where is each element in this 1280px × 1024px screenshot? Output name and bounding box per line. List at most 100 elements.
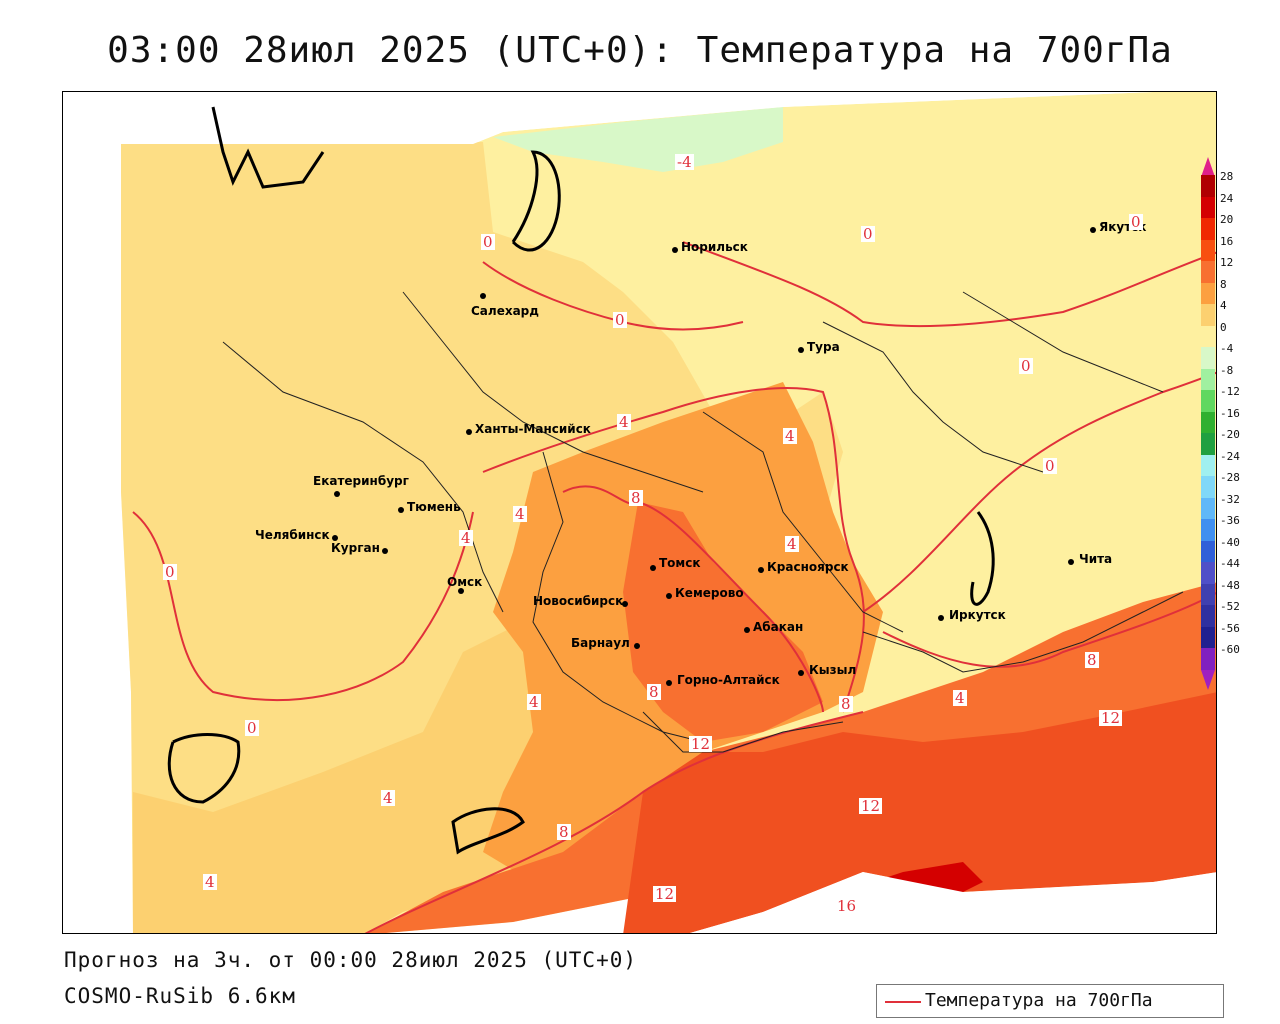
- city-marker: [672, 247, 678, 253]
- scale-label: 0: [1220, 320, 1227, 334]
- city-marker: [798, 670, 804, 676]
- scale-label: 28: [1220, 170, 1234, 183]
- isoline-label: 4: [527, 693, 541, 711]
- city-marker: [332, 535, 338, 541]
- scale-arrow-bottom: [1201, 669, 1215, 690]
- scale-label: -40: [1220, 535, 1240, 549]
- scale-cell: [1201, 540, 1215, 562]
- scale-cell: [1201, 325, 1215, 347]
- scale-cell: [1201, 583, 1215, 605]
- temperature-map: Норильск Салехард Тура Якутск Ханты-Мансийск…: [62, 91, 1217, 934]
- forecast-text: Прогноз на 3ч. от 00:00 28июл 2025 (UTC+…: [64, 948, 638, 972]
- admin-borders: [222, 291, 1184, 753]
- isoline-label: 4: [785, 535, 799, 553]
- isoline-label: 4: [617, 413, 631, 431]
- scale-arrow-top: [1201, 157, 1215, 177]
- isoline-label: 12: [653, 885, 677, 903]
- isoline-label: 8: [629, 489, 643, 507]
- city-marker: [622, 601, 628, 607]
- scale-label: -4: [1220, 342, 1234, 355]
- isoline-label: 12: [1099, 709, 1123, 727]
- city-label: Абакан: [753, 620, 804, 634]
- city-marker: [466, 429, 472, 435]
- city-label: Горно-Алтайск: [677, 673, 780, 687]
- isoline-label: 0: [861, 225, 875, 243]
- isoline-label: 8: [557, 823, 571, 841]
- city-marker: [666, 593, 672, 599]
- map-svg: [63, 92, 1216, 933]
- isoline-label: 4: [953, 689, 967, 707]
- city-label: Салехард: [471, 304, 539, 318]
- scale-label: -20: [1220, 428, 1240, 441]
- scale-cell: [1201, 454, 1215, 476]
- isoline-label: 0: [481, 233, 495, 251]
- city-marker: [480, 293, 486, 299]
- scale-cell: [1201, 497, 1215, 519]
- scale-cell: [1201, 648, 1215, 670]
- isoline-label: 8: [647, 683, 661, 701]
- scale-label: -48: [1220, 578, 1240, 592]
- map-title: 03:00 28июл 2025 (UTC+0): Температура на…: [107, 30, 1173, 71]
- isoline-label: -4: [675, 153, 694, 171]
- scale-label: 8: [1220, 277, 1227, 291]
- scale-label: -56: [1220, 621, 1240, 635]
- city-label: Барнаул: [571, 636, 630, 650]
- scale-label: 12: [1220, 256, 1234, 269]
- city-marker: [1068, 559, 1074, 565]
- scale-cell: [1201, 282, 1215, 304]
- legend-label: Температура на 700гПа: [925, 990, 1153, 1011]
- scale-label: -60: [1220, 643, 1240, 656]
- scale-cell: [1201, 433, 1215, 455]
- scale-label: 4: [1220, 299, 1227, 312]
- scale-cell: [1201, 218, 1215, 240]
- isoline-label: 0: [1043, 457, 1057, 475]
- scale-label: -16: [1220, 406, 1240, 420]
- coastlines: [167, 106, 995, 855]
- city-marker: [744, 627, 750, 633]
- city-label: Кемерово: [675, 586, 744, 600]
- field-12-16-south: [623, 692, 1216, 933]
- scale-cell: [1201, 562, 1215, 584]
- scale-bar: [1201, 175, 1215, 670]
- scale-label: -36: [1220, 514, 1240, 527]
- scale-label: -44: [1220, 557, 1240, 570]
- scale-label: -12: [1220, 385, 1240, 398]
- scale-cell: [1201, 239, 1215, 261]
- scale-label: -28: [1220, 471, 1240, 484]
- city-label: Красноярск: [767, 560, 849, 574]
- city-marker: [938, 615, 944, 621]
- isoline-label: 0: [163, 563, 177, 581]
- scale-cell: [1201, 519, 1215, 541]
- city-label: Омск: [447, 575, 483, 589]
- scale-cell: [1201, 347, 1215, 369]
- isoline-label: 8: [839, 695, 853, 713]
- scale-cell: [1201, 304, 1215, 326]
- city-label: Тюмень: [407, 500, 461, 514]
- legend-line-swatch: [885, 1001, 921, 1003]
- scale-cell: [1201, 476, 1215, 498]
- scale-cell: [1201, 390, 1215, 412]
- color-scale: 28 24 20 16 12 8 4 0 -4 -8 -12 -16 -20 -24 -28 -32 -36 -4…: [1201, 157, 1280, 692]
- city-marker: [398, 507, 404, 513]
- city-marker: [650, 565, 656, 571]
- isoline-label: 8: [1085, 651, 1099, 669]
- city-layer: Норильск Салехард Тура Якутск Ханты-Мансийск…: [63, 92, 1216, 933]
- city-marker: [758, 567, 764, 573]
- city-label: Новосибирск: [533, 594, 624, 608]
- isoline-label: 12: [689, 735, 713, 753]
- city-label: Норильск: [681, 240, 748, 254]
- scale-label: -52: [1220, 600, 1240, 613]
- city-label: Екатеринбург: [313, 474, 409, 488]
- isoline-label: 0: [245, 719, 259, 737]
- city-label: Кызыл: [809, 663, 857, 677]
- city-marker: [458, 588, 464, 594]
- city-label: Тура: [807, 340, 840, 354]
- scale-cell: [1201, 605, 1215, 627]
- city-label: Иркутск: [949, 608, 1006, 622]
- isoline-label: 4: [381, 789, 395, 807]
- field-12-16-core: [623, 502, 823, 742]
- scale-label: -8: [1220, 363, 1234, 377]
- city-marker: [666, 680, 672, 686]
- scale-label: 24: [1220, 191, 1234, 205]
- scale-label: 20: [1220, 213, 1234, 226]
